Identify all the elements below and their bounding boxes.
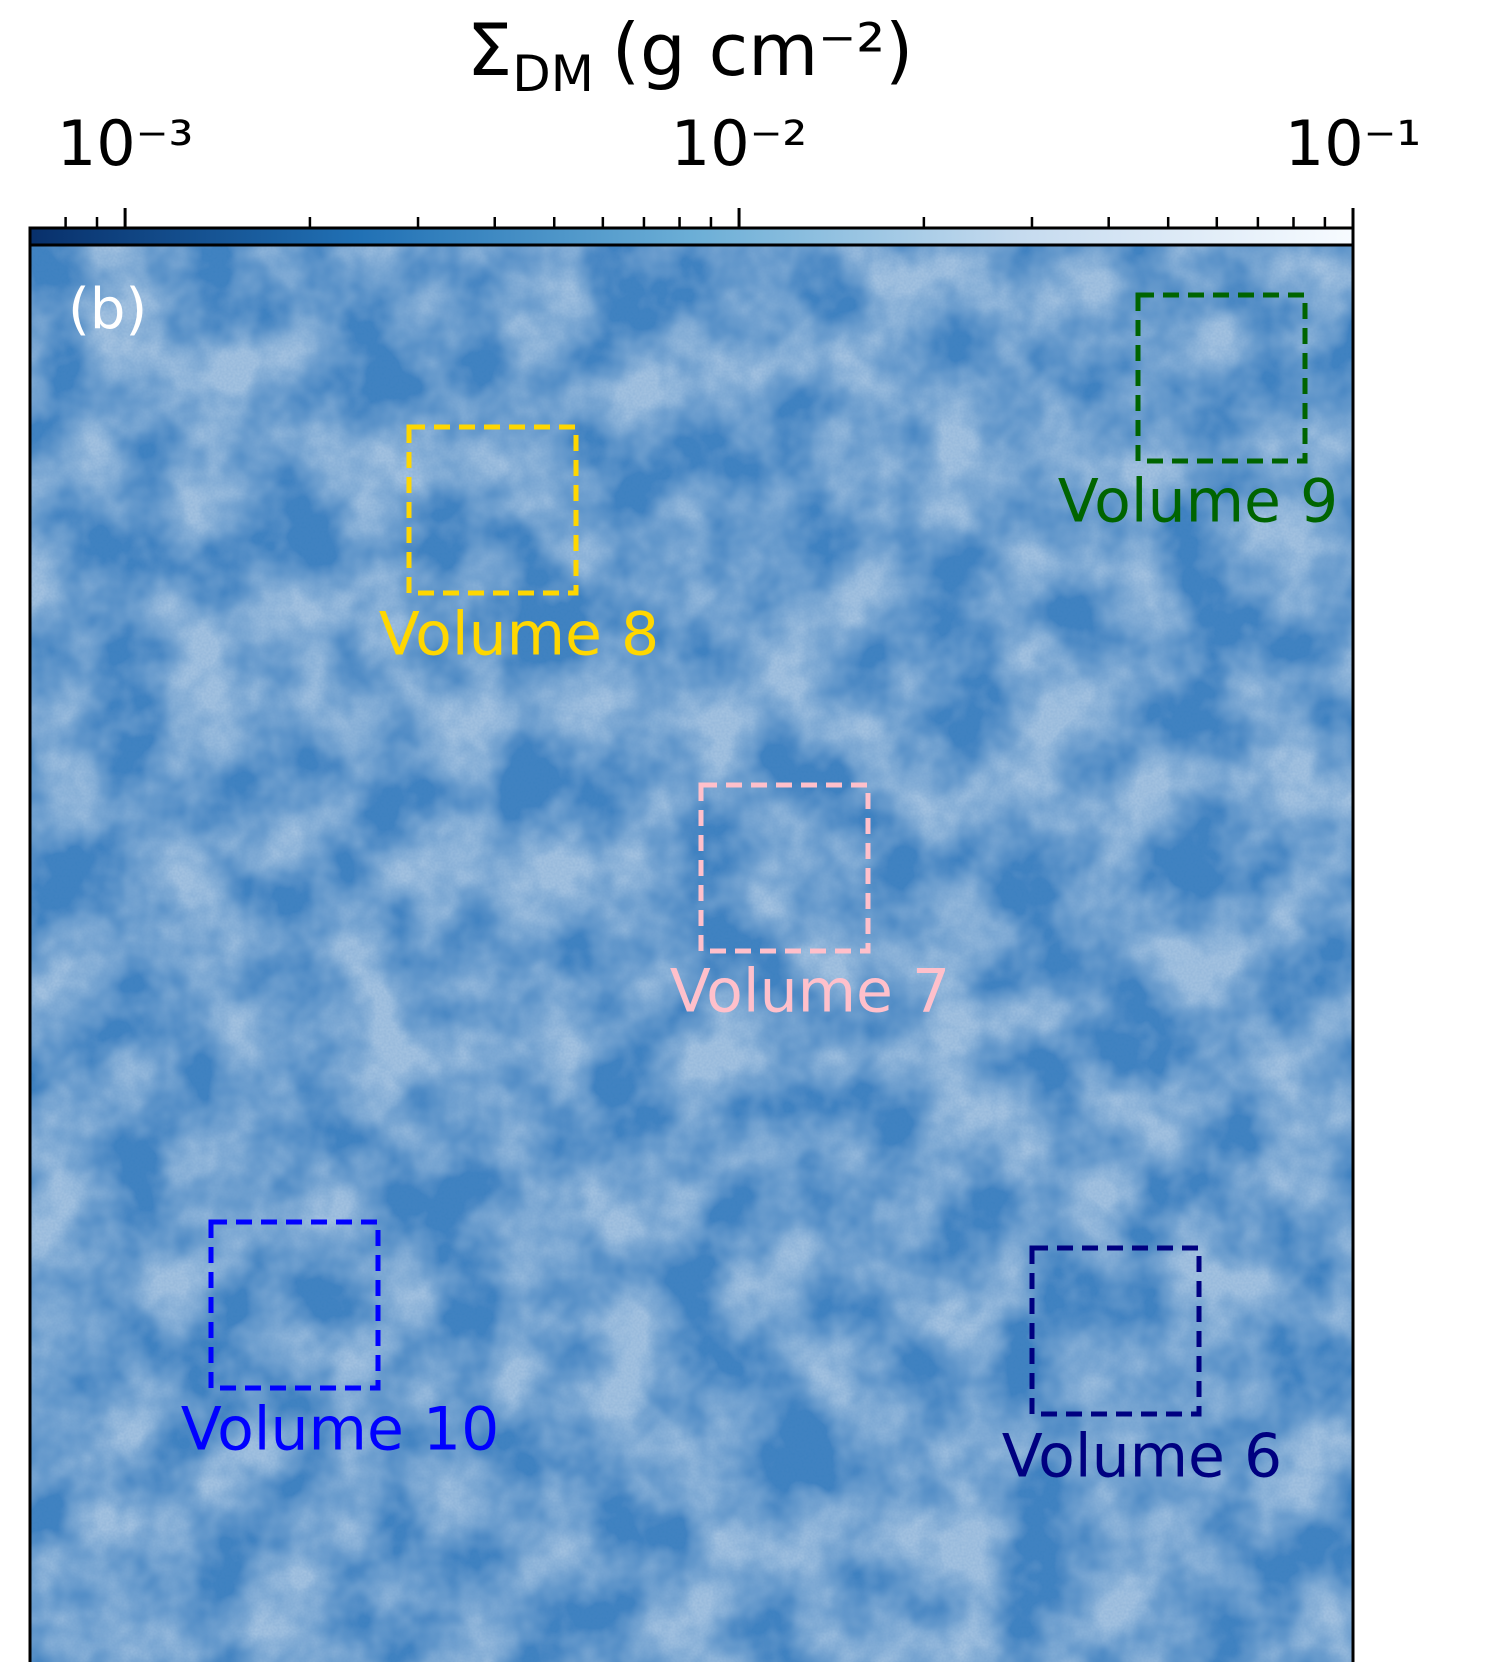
map-frame [28,243,1355,1662]
volume-box [1135,292,1308,464]
colorbar-group: 10⁻³ 10⁻² 10⁻¹ [28,107,1421,247]
volume-label: Volume 9 [1058,467,1338,537]
volume-box [1029,1245,1202,1417]
annotation-group: Volume 8 Volume 9 Volume 7 Volume 10 Volume … [181,292,1338,1492]
volume-box [406,424,579,596]
volume-label: Volume 6 [1002,1422,1282,1492]
colorbar-tick-label: 10⁻² [671,107,807,180]
volume-label: Volume 8 [379,600,659,670]
colorbar-tick-label: 10⁻³ [57,107,193,180]
colorbar-label: ΣDM (g cm⁻²) [467,8,914,103]
volume-box [208,1219,381,1391]
volume-label: Volume 7 [670,957,950,1027]
density-texture [30,245,1353,1662]
volume-box [698,782,871,954]
volume-label: Volume 10 [181,1395,500,1465]
colorbar [28,226,1355,247]
colorbar-tick-label: 10⁻¹ [1285,107,1421,180]
panel-label: (b) [68,277,147,342]
map-group [30,245,1353,1662]
